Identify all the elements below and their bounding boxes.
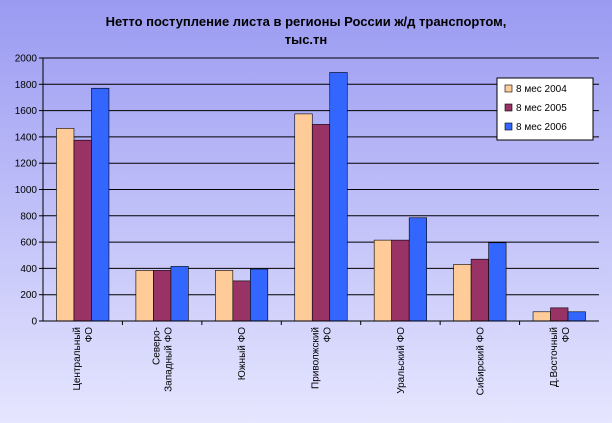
x-category-label: ЦентральныйФО [72,327,95,391]
bar [56,128,75,322]
bar [73,139,92,322]
bar [470,258,489,322]
y-tick-label: 1600 [15,106,38,117]
bar [550,307,569,322]
x-category-label: Уральский ФО [396,327,407,394]
bar [250,268,269,322]
x-category-label: Северо-Западный ФО [152,327,175,392]
chart-title-line-1: Нетто поступление листа в регионы России… [106,14,507,29]
y-tick-label: 200 [20,290,37,301]
y-tick-label: 2000 [15,54,38,65]
legend: 8 мес 2004 8 мес 2005 8 мес 2006 [496,77,594,141]
axes [39,57,599,325]
legend-label: 8 мес 2005 [516,103,567,114]
legend-swatch [504,84,513,93]
x-category-label: ПриволжскийФО [311,327,334,389]
bar [170,266,189,322]
chart-title-line-2: тыс.тн [285,32,328,47]
bar [311,124,331,322]
bar [91,87,110,322]
legend-label: 8 мес 2004 [516,84,567,95]
bar [408,217,427,322]
x-category-label: Сибирский ФО [474,327,486,396]
y-tick-label: 600 [20,238,37,249]
y-tick-label: 1400 [15,132,38,143]
bar [153,270,172,322]
y-tick-label: 1200 [15,159,38,170]
legend-swatch [504,122,513,131]
bar [488,242,507,322]
category-labels: ЦентральныйФО Северо-Западный ФО Южный ФО П… [72,327,572,396]
bar [215,270,234,322]
y-tick-label: 400 [20,264,37,275]
legend-label: 8 мес 2006 [516,122,567,133]
bar [294,113,313,322]
x-category-label: Южный ФО [237,327,248,380]
y-tick-label: 800 [20,211,37,222]
bar [135,270,154,322]
y-tick-label: 1800 [15,80,38,91]
x-category-label: Д.ВосточныйФО [549,327,572,387]
legend-box [496,77,594,141]
bar [329,72,348,322]
bars [56,72,586,322]
y-tick-label: 0 [31,317,37,328]
legend-swatch [504,103,513,112]
bar [232,280,251,322]
bar [373,239,392,322]
bar [453,264,472,322]
bar [391,239,410,322]
y-tick-label: 1000 [15,185,38,196]
bar [567,311,586,322]
y-tick-labels: 0 200 400 600 800 1000 1200 1400 1600 1800 2000 [15,54,38,328]
bar [532,311,551,322]
